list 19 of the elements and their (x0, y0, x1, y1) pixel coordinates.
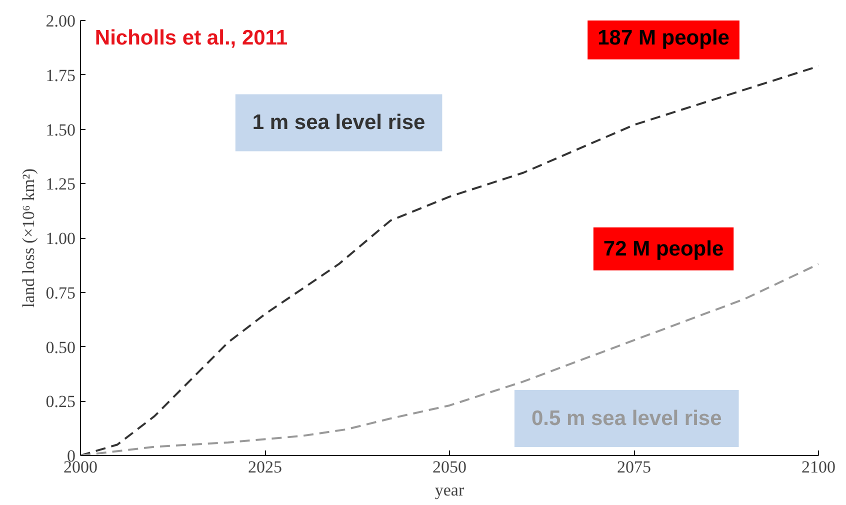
y-tick-label: 2.00 (46, 12, 76, 30)
y-tick-label: 1.50 (46, 120, 76, 140)
x-tick-label: 2100 (802, 458, 836, 476)
y-tick-label: 0.50 (46, 338, 76, 357)
y-tick-label: 1.25 (46, 174, 76, 194)
x-axis-title: year (434, 480, 464, 500)
y-tick-label: 1.00 (46, 229, 76, 248)
series-label: 0.5 m sea level rise (531, 407, 722, 430)
x-tick-label: 2075 (617, 458, 651, 476)
annotation: 72 M people (603, 237, 724, 260)
x-tick-label: 2050 (432, 458, 466, 476)
annotation: 187 M people (598, 26, 730, 50)
y-tick-label: 0.75 (46, 283, 76, 302)
annotation: Nicholls et al., 2011 (94, 26, 288, 50)
y-tick-label: 0.25 (46, 392, 76, 412)
y-axis-title: land loss (×10⁶ km²) (18, 168, 38, 308)
x-tick-label: 2025 (248, 458, 282, 476)
text: 1 m sea level rise (252, 111, 426, 134)
y-tick-label: 1.75 (46, 66, 76, 85)
